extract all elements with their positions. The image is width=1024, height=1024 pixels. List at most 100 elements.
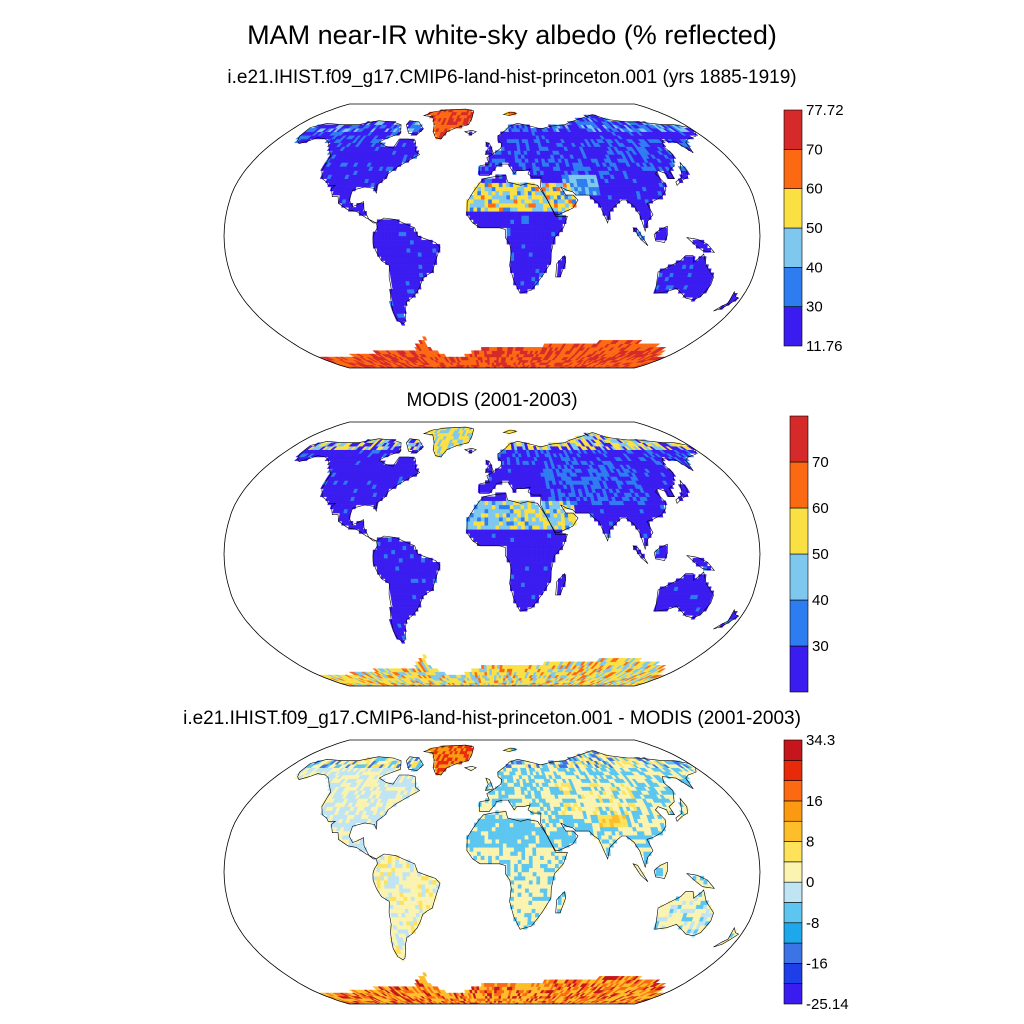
map-cell — [428, 256, 434, 261]
map-cell — [510, 244, 515, 249]
map-cell — [517, 219, 522, 224]
map-cell — [406, 244, 411, 249]
map-cell — [662, 231, 668, 237]
map-cell — [396, 582, 401, 587]
map-cell — [557, 203, 562, 208]
map-cell — [539, 215, 545, 220]
map-cell — [398, 231, 403, 237]
map-cell — [535, 582, 540, 587]
map-cell — [543, 215, 548, 220]
map-cell — [539, 570, 545, 575]
map-cell — [491, 671, 495, 676]
map-cell — [491, 674, 495, 679]
map-cell — [487, 359, 491, 363]
map-cell — [524, 594, 529, 600]
map-cell — [527, 186, 532, 192]
map-cell — [380, 223, 385, 228]
map-cell — [510, 235, 515, 241]
map-cell — [534, 186, 540, 192]
map-cell — [388, 578, 394, 583]
map-cell — [536, 244, 541, 249]
map-cell — [564, 199, 570, 204]
map-cell — [406, 248, 411, 253]
map-cell — [549, 190, 554, 196]
map-cell — [398, 248, 404, 253]
map-cell — [527, 594, 533, 600]
map-cell — [501, 158, 506, 163]
map-cell — [514, 215, 519, 220]
map-cell — [418, 578, 423, 583]
map-cell — [395, 244, 400, 249]
map-cell — [535, 574, 541, 579]
map-cell — [510, 239, 515, 245]
map-cell — [491, 350, 495, 355]
map-cell — [536, 227, 541, 233]
map-cell — [524, 260, 530, 265]
map-cell — [410, 566, 415, 571]
map-cell — [469, 215, 474, 220]
map-cell — [508, 158, 513, 163]
map-cell — [417, 252, 423, 257]
map-cell — [547, 231, 552, 237]
map-cell — [406, 260, 412, 265]
map-cell — [429, 264, 434, 269]
map-cell — [528, 264, 533, 269]
map-cell — [535, 203, 540, 208]
map-cell — [493, 680, 497, 683]
map-cell — [514, 235, 519, 241]
map-cell — [513, 190, 518, 196]
map-cell — [539, 252, 545, 257]
map-cell — [517, 582, 522, 587]
map-cell — [415, 276, 421, 282]
map-cell — [520, 276, 525, 282]
map-cell — [391, 256, 397, 261]
map-cell — [535, 260, 541, 265]
map-cell — [558, 227, 563, 233]
map-cell — [494, 350, 498, 355]
map-cell — [525, 252, 530, 257]
map-cell — [558, 223, 563, 228]
map-cell — [482, 677, 486, 681]
map-cell — [422, 586, 427, 591]
map-cell — [400, 272, 406, 278]
map-cell — [543, 578, 548, 583]
map-cell — [410, 248, 415, 253]
map-cell — [521, 219, 526, 224]
map-cell — [520, 190, 525, 196]
map-cell — [524, 199, 529, 204]
map-cell — [406, 231, 411, 237]
map-cell — [546, 207, 552, 212]
map-cell — [421, 252, 426, 257]
map-cell — [493, 362, 497, 365]
map-cell — [531, 268, 537, 273]
map-cell — [488, 199, 493, 204]
map-cell — [532, 227, 537, 233]
map-cell — [477, 219, 482, 224]
map-cell — [406, 227, 411, 233]
map-cell — [504, 154, 509, 159]
map-cell — [702, 248, 708, 253]
map-cell — [473, 219, 478, 224]
map-cell — [517, 264, 522, 269]
map-cell — [419, 594, 424, 600]
map-cell — [532, 219, 537, 224]
map-cell — [643, 215, 648, 220]
map-cell — [520, 590, 525, 596]
map-cell — [517, 207, 522, 212]
map-cell — [527, 284, 532, 290]
map-cell — [520, 203, 526, 208]
map-cell — [531, 582, 537, 587]
map-cell — [484, 211, 489, 216]
map-cell — [395, 260, 401, 265]
map-cell — [495, 215, 500, 220]
map-cell — [564, 194, 569, 200]
map-cell — [499, 219, 504, 224]
map-cell — [489, 682, 493, 685]
map-cell — [513, 248, 519, 253]
map-cell — [489, 362, 493, 365]
map-cell — [494, 356, 498, 361]
map-cell — [417, 256, 423, 261]
map-cell — [531, 190, 536, 196]
map-cell — [521, 260, 526, 265]
map-cell — [506, 211, 511, 216]
